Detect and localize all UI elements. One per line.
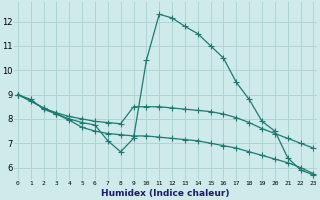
X-axis label: Humidex (Indice chaleur): Humidex (Indice chaleur) — [101, 189, 230, 198]
